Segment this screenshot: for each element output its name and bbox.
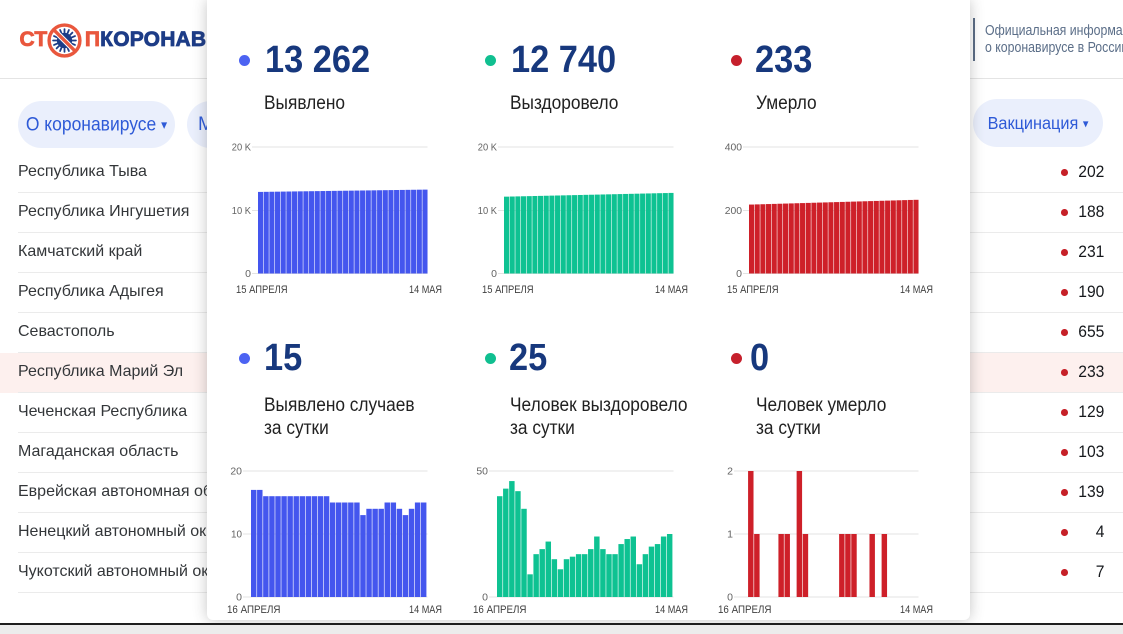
svg-text:14 МАЯ: 14 МАЯ — [409, 284, 442, 296]
svg-text:0: 0 — [491, 268, 497, 280]
svg-text:14 МАЯ: 14 МАЯ — [655, 604, 688, 616]
svg-text:50: 50 — [476, 466, 488, 478]
svg-text:14 МАЯ: 14 МАЯ — [900, 284, 933, 296]
svg-text:20 K: 20 K — [232, 142, 251, 154]
svg-text:0: 0 — [236, 592, 242, 604]
svg-text:16 АПРЕЛЯ: 16 АПРЕЛЯ — [227, 604, 281, 616]
svg-text:400: 400 — [725, 142, 742, 154]
svg-text:0: 0 — [482, 592, 488, 604]
svg-text:16 АПРЕЛЯ: 16 АПРЕЛЯ — [718, 604, 772, 616]
svg-text:0: 0 — [245, 268, 251, 280]
svg-text:0: 0 — [727, 592, 733, 604]
svg-text:200: 200 — [725, 205, 742, 217]
svg-text:10: 10 — [231, 529, 242, 541]
svg-text:0: 0 — [736, 268, 742, 280]
svg-text:14 МАЯ: 14 МАЯ — [900, 604, 933, 616]
svg-text:2: 2 — [727, 466, 733, 478]
svg-text:16 АПРЕЛЯ: 16 АПРЕЛЯ — [473, 604, 527, 616]
svg-text:20 K: 20 K — [477, 142, 496, 154]
svg-text:1: 1 — [727, 529, 733, 541]
svg-text:14 МАЯ: 14 МАЯ — [409, 604, 442, 616]
svg-text:15 АПРЕЛЯ: 15 АПРЕЛЯ — [482, 284, 534, 296]
svg-text:14 МАЯ: 14 МАЯ — [655, 284, 688, 296]
svg-text:10 K: 10 K — [477, 205, 496, 217]
svg-text:15 АПРЕЛЯ: 15 АПРЕЛЯ — [236, 284, 288, 296]
svg-text:15 АПРЕЛЯ: 15 АПРЕЛЯ — [727, 284, 779, 296]
svg-text:20: 20 — [230, 466, 242, 478]
svg-text:10 K: 10 K — [232, 205, 251, 217]
